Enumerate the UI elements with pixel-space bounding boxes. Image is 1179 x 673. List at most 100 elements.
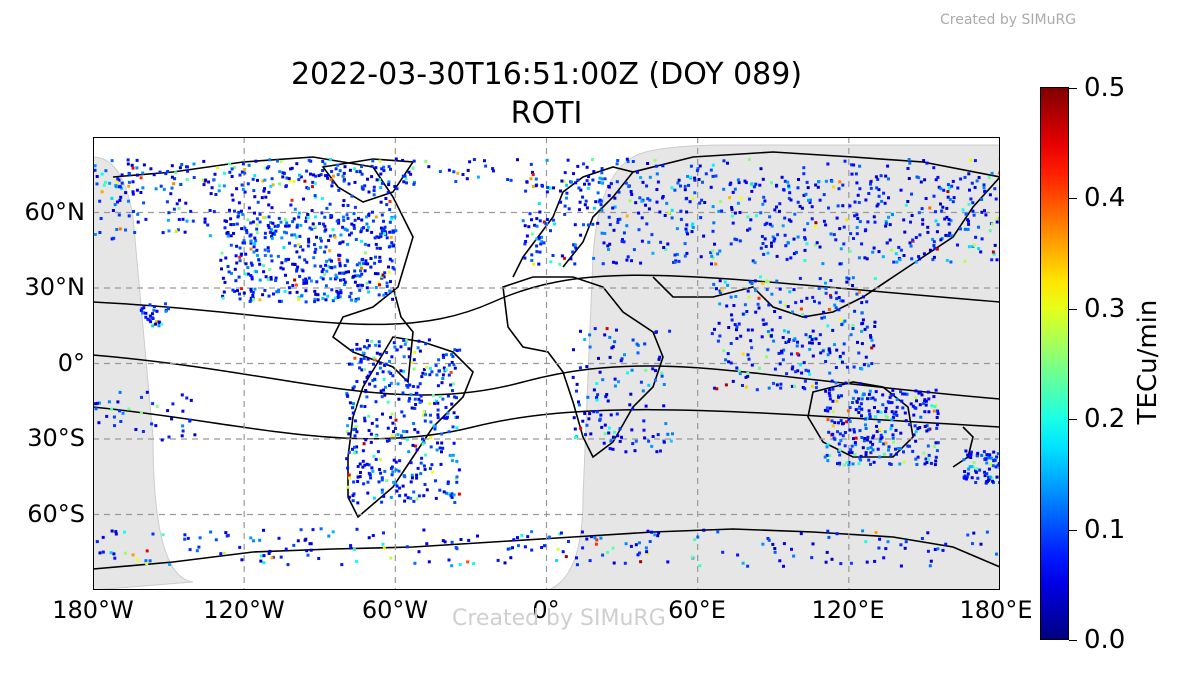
roti-point xyxy=(313,181,317,185)
roti-point xyxy=(404,378,408,382)
roti-point xyxy=(800,206,804,210)
roti-point xyxy=(579,329,582,333)
roti-point xyxy=(837,296,841,299)
roti-point xyxy=(389,415,393,419)
roti-point xyxy=(628,199,632,203)
roti-point xyxy=(414,391,418,395)
roti-point xyxy=(255,248,259,252)
roti-point xyxy=(831,410,835,413)
roti-point xyxy=(420,375,424,379)
roti-point xyxy=(375,235,379,239)
roti-point xyxy=(431,470,435,474)
roti-point xyxy=(970,181,974,185)
roti-point xyxy=(174,229,178,233)
roti-point xyxy=(790,352,793,356)
roti-point xyxy=(942,188,946,192)
roti-point xyxy=(847,461,851,464)
roti-point xyxy=(370,466,374,470)
roti-point xyxy=(295,269,299,273)
roti-point xyxy=(365,281,369,285)
roti-point xyxy=(382,494,386,498)
roti-point xyxy=(637,228,641,232)
roti-point xyxy=(363,251,367,255)
roti-point xyxy=(308,226,312,230)
roti-point xyxy=(257,258,261,262)
roti-point xyxy=(95,182,99,186)
roti-point xyxy=(786,305,790,308)
roti-point xyxy=(685,196,689,200)
roti-point xyxy=(367,463,371,467)
roti-point xyxy=(457,468,461,472)
roti-point xyxy=(906,167,910,170)
roti-point xyxy=(964,212,968,216)
roti-point xyxy=(750,346,754,350)
roti-point xyxy=(873,277,877,281)
roti-point xyxy=(863,417,867,421)
roti-point xyxy=(631,338,635,342)
roti-point xyxy=(459,538,463,541)
roti-point xyxy=(151,532,155,536)
roti-point xyxy=(679,184,682,188)
roti-point xyxy=(828,371,832,375)
roti-point xyxy=(764,245,768,248)
asia-coast xyxy=(632,151,1000,318)
roti-point xyxy=(799,532,803,536)
roti-point xyxy=(343,280,347,284)
roti-point xyxy=(403,174,407,178)
roti-point xyxy=(533,223,537,227)
roti-point xyxy=(396,433,400,437)
roti-point xyxy=(415,476,419,480)
roti-point xyxy=(884,441,888,445)
roti-point xyxy=(993,243,997,247)
roti-point xyxy=(113,424,116,428)
roti-point xyxy=(603,177,607,181)
roti-point xyxy=(730,206,734,209)
roti-point xyxy=(261,179,265,183)
roti-point xyxy=(280,261,284,265)
roti-point xyxy=(378,159,382,163)
roti-point xyxy=(639,380,643,384)
roti-point xyxy=(698,164,702,168)
roti-point xyxy=(673,188,677,192)
roti-point xyxy=(837,187,841,191)
roti-point xyxy=(119,195,123,199)
roti-point xyxy=(249,241,253,245)
roti-point xyxy=(370,421,374,425)
roti-point xyxy=(795,344,799,348)
roti-point xyxy=(857,351,861,355)
roti-point xyxy=(814,381,818,385)
roti-point xyxy=(985,472,989,476)
roti-point xyxy=(358,475,362,479)
roti-point xyxy=(380,395,384,399)
roti-point xyxy=(150,422,154,426)
roti-point xyxy=(468,160,472,164)
roti-point xyxy=(263,288,267,292)
roti-point xyxy=(349,231,353,235)
roti-point xyxy=(323,162,327,166)
roti-point xyxy=(323,250,327,254)
roti-point xyxy=(149,320,153,324)
roti-point xyxy=(808,341,812,345)
roti-point xyxy=(658,210,662,214)
roti-point xyxy=(873,406,876,409)
roti-point xyxy=(377,480,381,484)
roti-point xyxy=(980,198,984,201)
roti-point xyxy=(772,339,776,343)
roti-point xyxy=(363,184,367,188)
roti-point xyxy=(372,454,376,458)
roti-point xyxy=(770,181,773,185)
roti-point xyxy=(384,362,388,366)
roti-point xyxy=(556,547,560,551)
roti-point xyxy=(337,188,341,192)
roti-point xyxy=(944,233,948,237)
roti-point xyxy=(185,396,189,400)
roti-point xyxy=(363,269,367,273)
roti-point xyxy=(647,240,651,244)
roti-point xyxy=(644,203,647,207)
roti-point xyxy=(447,558,451,562)
roti-point xyxy=(456,171,460,175)
roti-point xyxy=(288,291,292,295)
roti-point xyxy=(262,528,265,532)
roti-point xyxy=(412,499,416,503)
roti-point xyxy=(834,381,838,385)
